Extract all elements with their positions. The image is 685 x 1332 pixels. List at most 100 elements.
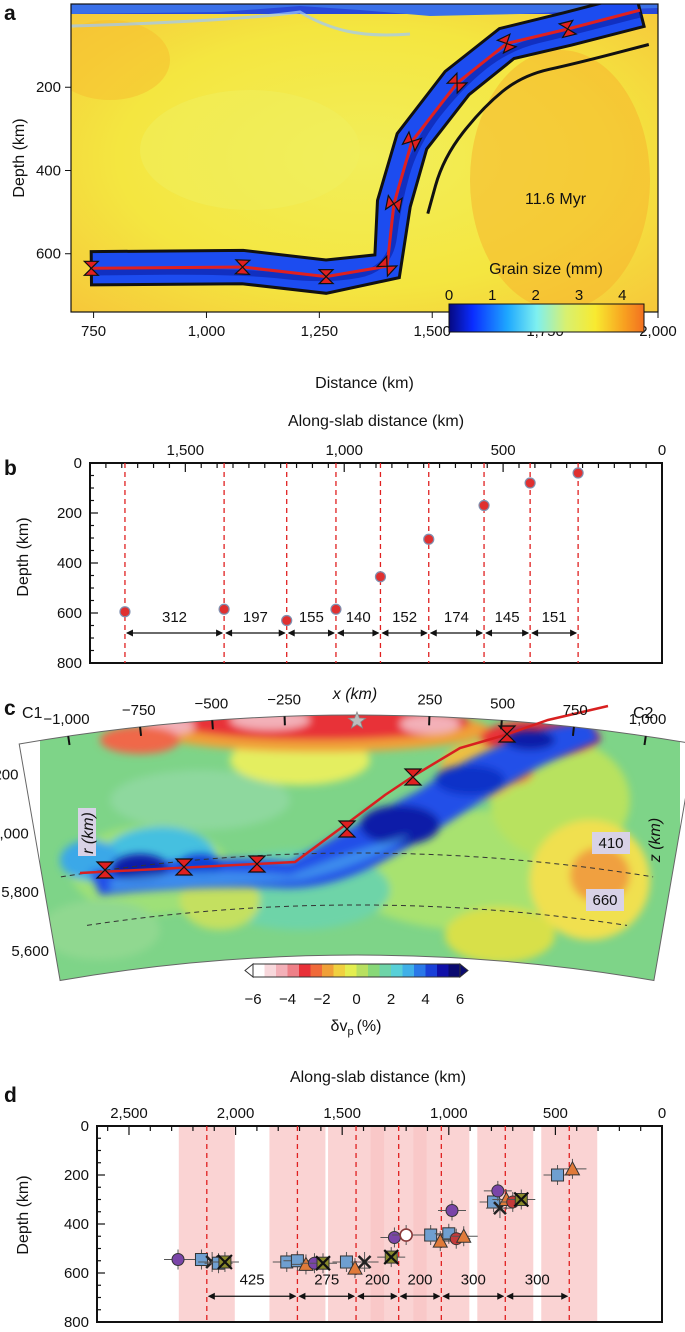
data-point-d-10	[332, 1251, 361, 1272]
segment-arrow-left-b-6	[485, 629, 493, 637]
slab-marker-c-1-bottom	[174, 866, 194, 876]
x-axis-label-d: Along-slab distance (km)	[290, 1069, 466, 1086]
x-tick-label-c-4: 250	[417, 691, 442, 708]
depth-line-660	[86, 904, 628, 926]
segment-arrow-right-d-4	[497, 1292, 505, 1300]
slab-marker-a-5-top	[401, 130, 413, 146]
segment-label-d-2: 200	[365, 1271, 390, 1288]
marker-square-d-28	[551, 1168, 565, 1182]
colorbar-c-tick-3: 0	[352, 991, 360, 1008]
data-point-b-7	[524, 477, 536, 489]
segment-arrow-right-d-2	[390, 1292, 398, 1300]
data-point-d-4	[210, 1251, 239, 1272]
segment-arrow-right-b-6	[522, 629, 530, 637]
segment-b-2: 155	[287, 609, 335, 637]
y-tick-label-a-2: 600	[36, 246, 61, 263]
x-tick-label-d-4: 500	[543, 1105, 568, 1122]
y-tick-label-a-1: 400	[36, 162, 61, 179]
x-tick-label-b-1: 1,000	[325, 442, 363, 459]
colorbar-c-swatch-2	[276, 964, 288, 977]
slab-marker-c-4	[403, 768, 423, 786]
data-point-d-0	[164, 1249, 193, 1270]
marker-xbox-cross-b-d-27	[513, 1191, 530, 1208]
slab-marker-a-6	[445, 71, 469, 95]
r-tick-label-0: 6,200	[0, 767, 18, 784]
panel-letter-b: b	[4, 457, 17, 480]
marker-square-d-16	[424, 1228, 438, 1242]
colorbar-c-swatch-1	[264, 964, 277, 977]
y-tick-label-b-3: 600	[57, 605, 82, 622]
segment-b-1: 197	[225, 609, 286, 637]
data-point-d-13	[377, 1247, 406, 1268]
slab-marker-a-4-top	[384, 194, 395, 211]
slab-marker-a-0	[82, 260, 100, 276]
y-tick-label-d-2: 400	[64, 1216, 89, 1233]
panel-b-plot: 1,500 1,000 500 0 0 200 400 600 800 312 197 155 140 1…	[57, 442, 666, 672]
marker-xbox-cross-b-d-13	[383, 1249, 400, 1265]
colorbar-c-tick-2: −2	[313, 991, 330, 1008]
segment-label-d-0: 425	[240, 1271, 265, 1288]
panel-b-chart: Along-slab distance (km) Depth (km) 1,50…	[15, 413, 666, 672]
segment-arrow-right-d-1	[348, 1292, 356, 1300]
segment-arrow-left-b-7	[531, 629, 539, 637]
colorbar-c-frame	[252, 963, 461, 978]
panel-letter-c: c	[4, 697, 16, 720]
slab-marker-a-2-bottom	[317, 275, 335, 285]
segment-arrow-left-d-2	[357, 1292, 365, 1300]
data-point-d-17	[426, 1231, 455, 1252]
segment-d-5: 300	[506, 1271, 569, 1300]
data-point-b-2	[281, 614, 293, 627]
x-tick-c-1	[139, 726, 143, 736]
data-point-d-9	[309, 1253, 337, 1274]
slab-marker-c-2-top	[247, 855, 267, 865]
segment-label-d-3: 200	[407, 1271, 432, 1288]
slab-marker-a-1-bottom	[233, 266, 251, 275]
marker-triangle-d-29	[564, 1160, 581, 1176]
slab-markers-c	[95, 725, 517, 879]
slab-marker-a-4-bottom	[393, 196, 403, 214]
marker-triangle-d-21	[455, 1228, 472, 1243]
slab-body	[89, 4, 646, 295]
slab-marker-a-1	[233, 259, 252, 275]
colorbar-c-swatch-7	[333, 964, 346, 977]
slab-marker-c-3-bottom	[337, 828, 357, 838]
segment-b-6: 145	[485, 609, 530, 637]
x-tick-label-b-3: 0	[658, 442, 666, 459]
data-point-d-27	[507, 1189, 536, 1210]
segment-arrow-left-b-3	[336, 629, 344, 637]
colorbar-c-swatch-5	[310, 964, 323, 977]
segment-label-b-4: 152	[392, 609, 417, 626]
x-tick-c-0	[67, 735, 71, 746]
slab-marker-c-4-bottom	[403, 776, 423, 786]
segment-label-b-0: 312	[162, 609, 187, 626]
segment-b-7: 151	[531, 609, 578, 637]
y-tick-label-d-4: 800	[64, 1314, 89, 1331]
colorbar-c: −6 −4 −2 0 2 4 6	[244, 962, 469, 1008]
segment-arrow-right-b-3	[372, 629, 380, 637]
marker-open-circle-d-15	[399, 1228, 413, 1242]
segment-b-3: 140	[336, 609, 380, 637]
marker-square-d-6	[290, 1254, 304, 1268]
slab-marker-a-8-bottom	[561, 28, 578, 39]
slab-marker-c-5-top	[497, 725, 517, 735]
marker-xbox-cross-b-d-4	[217, 1254, 233, 1270]
y-axis-label-b: Depth (km)	[15, 517, 32, 596]
x-tick-label-c-0: −1,000	[43, 711, 89, 728]
slab-marker-a-2-top	[317, 268, 335, 278]
slab-marker-a-2	[317, 268, 335, 285]
x-tick-c-6	[571, 726, 575, 736]
r-tick-label-2: 5,800	[1, 884, 39, 901]
colorbar-a-title: Grain size (mm)	[489, 261, 603, 278]
segment-d-3: 200	[399, 1271, 441, 1300]
colorbar-c-tick-4: 2	[387, 991, 395, 1008]
slab-marker-c-5	[497, 725, 517, 743]
colorbar-c-swatch-17	[448, 964, 461, 977]
colorbar-c-swatch-16	[437, 964, 449, 977]
colorbar-a-tick-1: 1	[488, 287, 496, 304]
colorbar-c-swatch-3	[287, 964, 300, 977]
slab-marker-a-3-top	[375, 254, 388, 268]
colorbar-c-swatch-9	[356, 964, 369, 977]
x-axis-label-a: Distance (km)	[315, 375, 414, 392]
colorbar-c-swatch-4	[299, 964, 311, 977]
colorbar-a-tick-2: 2	[531, 287, 539, 304]
